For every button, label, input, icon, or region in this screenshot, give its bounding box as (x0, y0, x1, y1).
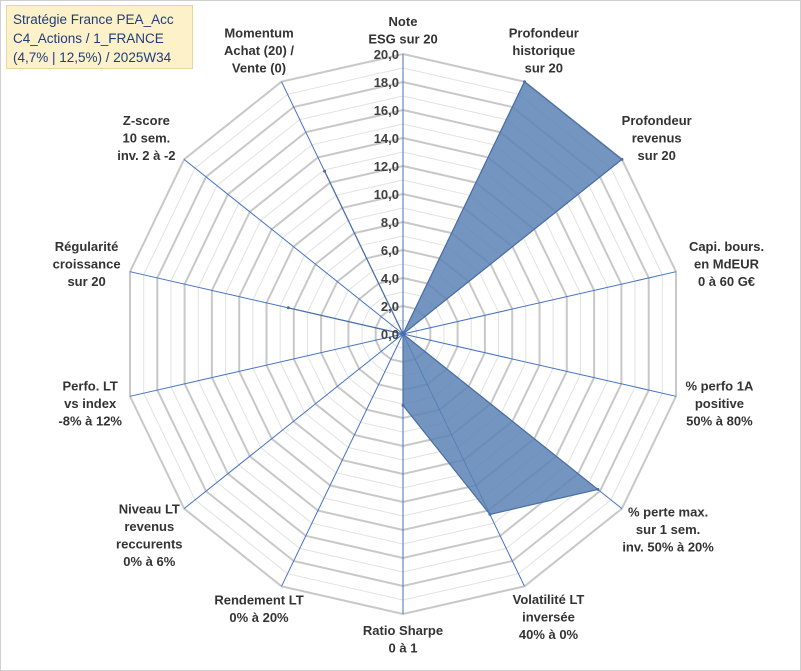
axis-label-line: positive (695, 396, 744, 411)
tick-label: 14,0 (374, 131, 399, 146)
axis-label-line: 10 sem. (123, 130, 171, 145)
chart-title-box: Stratégie France PEA_Acc C4_Actions / 1_… (6, 5, 193, 69)
axis-label-line: inversée (522, 609, 575, 624)
axis-label: Z-score 10 sem. inv. 2 à -2 (117, 113, 175, 163)
tick-label: 20,0 (374, 47, 399, 62)
axis-label-line: revenus (632, 130, 682, 145)
axis-label: Perfo. LT vs index -8% à 12% (58, 379, 122, 429)
axis-label-line: % perte max. (628, 505, 708, 520)
axis-label: Profondeur revenus sur 20 (622, 113, 692, 163)
title-line-3: (4,7% | 12,5%) / 2025W34 (13, 50, 172, 65)
axis-label-line: Profondeur (622, 113, 692, 128)
data-point (286, 306, 290, 310)
axis-label-line: 0% à 20% (229, 610, 289, 625)
axis-label-line: 50% à 80% (686, 414, 753, 429)
axis-label: Profondeur historique sur 20 (509, 26, 579, 76)
axis-label: Volatilité LT inversée 40% à 0% (513, 592, 585, 642)
series-area (288, 80, 623, 516)
axis-label-line: sur 20 (525, 61, 563, 76)
axis-label-line: sur 20 (638, 148, 676, 163)
axis-label-line: sur 20 (67, 274, 105, 289)
axis-spoke (183, 333, 404, 509)
axis-label-line: Volatilité LT (513, 592, 585, 607)
axis-spoke (402, 333, 677, 397)
data-point (596, 487, 600, 491)
data-point (401, 332, 405, 336)
axis-label-line: Profondeur (509, 26, 579, 41)
data-point (523, 80, 526, 84)
data-point (323, 169, 327, 173)
tick-label: 16,0 (374, 103, 399, 118)
axis-label: Niveau LT revenus reccurents 0% à 6% (116, 501, 182, 569)
data-point (401, 403, 405, 407)
axis-spoke (183, 159, 404, 335)
axis-label-line: Rendement LT (214, 593, 303, 608)
axis-label-line: 0% à 6% (123, 554, 175, 569)
axis-spoke (281, 333, 404, 587)
axis-label-line: Capi. bours. (689, 239, 764, 254)
tick-labels: 0,0 2,0 4,0 6,0 8,0 10,0 12,0 14,0 16,0 18,0 20,0 (374, 47, 399, 342)
axis-label-line: -8% à 12% (58, 414, 122, 429)
axis-label-line: 0 à 1 (389, 641, 418, 656)
tick-label: 6,0 (381, 243, 399, 258)
data-point (488, 512, 492, 516)
axis-label: Rendement LT 0% à 20% (214, 593, 303, 626)
axis-label: Ratio Sharpe 0 à 1 (363, 623, 443, 656)
axis-label-line: Note (389, 14, 418, 29)
axis-label-line: Niveau LT (119, 501, 180, 516)
axis-labels: Note ESG sur 20 Profondeur historique sur 20… (53, 14, 764, 656)
axis-label: Régularité croissance sur 20 (53, 239, 121, 289)
axis-label-line: Achat (20) / (224, 43, 294, 58)
tick-label: 2,0 (381, 299, 399, 314)
axis-label-line: Perfo. LT (63, 379, 118, 394)
axis-label-line: revenus (124, 519, 174, 534)
axis-label-line: Régularité (55, 239, 119, 254)
axis-label-line: Ratio Sharpe (363, 623, 443, 638)
axis-spoke (402, 271, 677, 335)
tick-label: 0,0 (381, 327, 399, 342)
axis-label-line: Z-score (123, 113, 170, 128)
axis-spoke (129, 333, 404, 397)
tick-label: 4,0 (381, 271, 399, 286)
axis-label-line: vs index (64, 396, 117, 411)
axis-label-line: croissance (53, 256, 121, 271)
data-point (620, 157, 624, 161)
axis-label-line: en MdEUR (694, 256, 760, 271)
axis-label-line: Momentum (224, 26, 293, 41)
axis-label-line: Vente (0) (232, 61, 286, 76)
axis-label: Momentum Achat (20) / Vente (0) (224, 26, 294, 76)
axis-label-line: ESG sur 20 (368, 32, 437, 47)
axis-label-line: 40% à 0% (519, 627, 579, 642)
title-line-2: C4_Actions / 1_FRANCE (13, 31, 164, 46)
axis-label-line: historique (512, 43, 575, 58)
axis-label: % perfo 1A positive 50% à 80% (685, 379, 754, 429)
axis-label-line: inv. 50% à 20% (622, 540, 714, 555)
tick-label: 10,0 (374, 187, 399, 202)
axis-label: Note ESG sur 20 (368, 14, 437, 47)
tick-label: 8,0 (381, 215, 399, 230)
tick-label: 18,0 (374, 75, 399, 90)
axis-label-line: 0 à 60 G€ (698, 274, 755, 289)
axis-label-line: reccurents (116, 536, 182, 551)
axis-label-line: % perfo 1A (685, 379, 754, 394)
tick-label: 12,0 (374, 159, 399, 174)
axis-label-line: inv. 2 à -2 (117, 148, 175, 163)
axis-label: % perte max. sur 1 sem. inv. 50% à 20% (622, 505, 714, 555)
axis-label-line: sur 1 sem. (636, 522, 700, 537)
title-line-1: Stratégie France PEA_Acc (13, 12, 174, 27)
axis-label: Capi. bours. en MdEUR 0 à 60 G€ (689, 239, 764, 289)
series-layer (286, 80, 624, 516)
